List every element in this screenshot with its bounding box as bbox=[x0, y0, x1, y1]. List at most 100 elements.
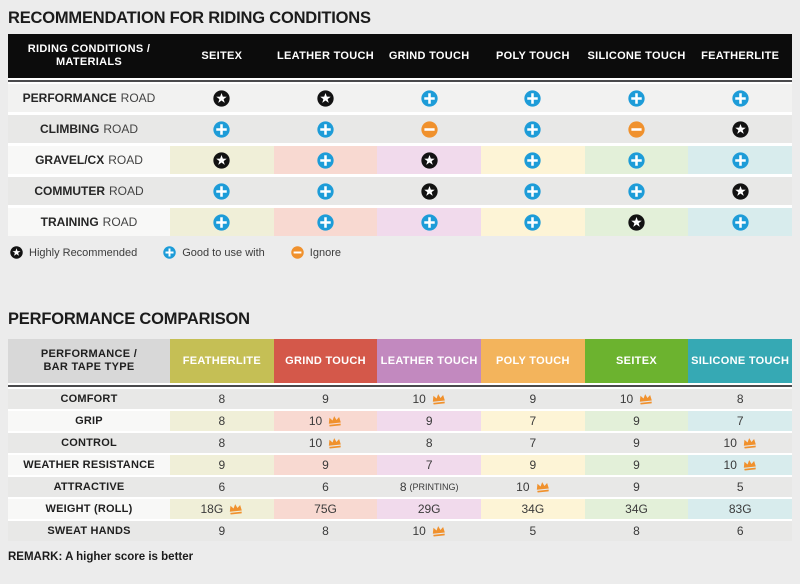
score-value: 5 bbox=[736, 480, 744, 494]
condition-name: TRAINING bbox=[40, 215, 99, 229]
good-to-use-icon bbox=[317, 213, 334, 231]
score-value: 10 bbox=[412, 524, 426, 538]
score-cell: 7 bbox=[377, 455, 482, 475]
score-cell: 8 bbox=[170, 389, 274, 409]
score-cell: 6 bbox=[688, 521, 793, 541]
riding-condition-label: CLIMBING ROAD bbox=[8, 115, 170, 143]
rating-cell bbox=[481, 177, 585, 205]
rating-cell bbox=[273, 84, 378, 112]
table-row: PERFORMANCE ROAD bbox=[8, 84, 793, 112]
table-row: COMMUTER ROAD bbox=[8, 177, 793, 205]
score-cell: 8 bbox=[584, 521, 689, 541]
legend-item: Highly Recommended bbox=[10, 246, 137, 259]
rating-cell bbox=[377, 208, 482, 236]
good-to-use-icon bbox=[732, 151, 749, 169]
good-to-use-icon bbox=[213, 213, 230, 231]
crown-icon bbox=[327, 436, 343, 450]
condition-name: COMMUTER bbox=[34, 184, 105, 198]
performance-comparison-body: COMFORT 8 9 10 9 10 8 GRIP 8 10 9 7 9 7 CONTROL 8 10 8 7 9 1… bbox=[8, 389, 793, 541]
rating-cell bbox=[481, 146, 585, 174]
rating-cell bbox=[377, 115, 482, 143]
score-value: 8 bbox=[322, 524, 329, 538]
score-value: 29G bbox=[417, 502, 441, 516]
good-to-use-icon bbox=[628, 182, 645, 200]
score-value: 8 bbox=[633, 524, 640, 538]
highly-recommended-icon bbox=[421, 182, 438, 200]
highly-recommended-icon bbox=[10, 246, 23, 259]
header-cell-bar-tape: POLY TOUCH bbox=[481, 339, 585, 383]
rating-cell bbox=[481, 115, 585, 143]
rating-cell bbox=[688, 177, 793, 205]
header-cell-material: FEATHERLITE bbox=[701, 49, 780, 62]
riding-condition-label: COMMUTER ROAD bbox=[8, 177, 170, 205]
crown-icon bbox=[327, 414, 343, 428]
score-cell: 9 bbox=[584, 411, 689, 431]
rating-cell bbox=[688, 208, 793, 236]
score-value: 9 bbox=[322, 392, 329, 406]
table-row: TRAINING ROAD bbox=[8, 208, 793, 236]
performance-comparison-title: PERFORMANCE COMPARISON bbox=[8, 309, 250, 328]
header-cell-bar-tape: SEITEX bbox=[584, 339, 689, 383]
condition-suffix: ROAD bbox=[108, 153, 143, 167]
score-cell: 5 bbox=[688, 477, 793, 497]
score-value: 7 bbox=[425, 458, 433, 472]
score-value: 34G bbox=[521, 502, 545, 516]
header-separator bbox=[8, 383, 792, 389]
rating-cell bbox=[688, 115, 793, 143]
rating-cell bbox=[170, 115, 274, 143]
score-value: 9 bbox=[218, 524, 226, 538]
riding-conditions-header-row: RIDING CONDITIONS / MATERIALS SEITEX LEATHE… bbox=[8, 34, 792, 78]
score-value: 8 bbox=[399, 480, 407, 494]
score-cell: 9 bbox=[584, 477, 689, 497]
score-cell: 7 bbox=[481, 433, 585, 453]
legend-item: Ignore bbox=[291, 246, 341, 259]
highly-recommended-icon bbox=[421, 151, 438, 169]
rating-cell bbox=[170, 208, 274, 236]
score-value: 9 bbox=[633, 458, 640, 472]
header-label-line1: RIDING CONDITIONS / bbox=[27, 43, 151, 55]
score-value: 6 bbox=[736, 524, 744, 538]
score-value: 7 bbox=[529, 414, 537, 428]
score-cell: 8 bbox=[688, 389, 793, 409]
score-cell: 10 bbox=[273, 433, 378, 453]
rating-cell bbox=[688, 146, 793, 174]
good-to-use-icon bbox=[628, 89, 645, 107]
score-value: 34G bbox=[625, 502, 648, 516]
header-separator bbox=[8, 78, 792, 84]
legend-label: Highly Recommended bbox=[29, 246, 138, 259]
good-to-use-icon bbox=[317, 120, 334, 138]
header-cell-bar-tape: FEATHERLITE bbox=[170, 339, 274, 383]
header-cell-materials: RIDING CONDITIONS / MATERIALS bbox=[8, 34, 170, 78]
header-cell-bar-tape: SILICONE TOUCH bbox=[688, 339, 793, 383]
good-to-use-icon bbox=[317, 182, 334, 200]
header-cell-material: POLY TOUCH bbox=[495, 49, 570, 62]
score-value: 9 bbox=[633, 480, 640, 494]
performance-header-row: PERFORMANCE / BAR TAPE TYPE FEATHERLITE GRI… bbox=[8, 339, 793, 383]
score-cell: 10 bbox=[688, 433, 793, 453]
score-value: 75G bbox=[314, 502, 337, 516]
condition-name: PERFORMANCE bbox=[22, 91, 117, 105]
rating-cell bbox=[377, 177, 482, 205]
riding-conditions-table: RIDING CONDITIONS / MATERIALS SEITEX LEATHE… bbox=[8, 34, 793, 236]
score-cell: 34G bbox=[584, 499, 689, 519]
condition-suffix: ROAD bbox=[109, 184, 144, 198]
good-to-use-icon bbox=[317, 151, 334, 169]
score-cell: 10 bbox=[688, 455, 793, 475]
highly-recommended-icon bbox=[732, 120, 749, 138]
score-value: 9 bbox=[529, 458, 537, 472]
crown-icon bbox=[741, 436, 757, 450]
table-row: COMFORT 8 9 10 9 10 8 bbox=[8, 389, 793, 409]
crown-icon bbox=[741, 458, 757, 472]
table-row: CONTROL 8 10 8 7 9 10 bbox=[8, 433, 793, 453]
rating-cell bbox=[273, 146, 378, 174]
highly-recommended-icon bbox=[732, 182, 749, 200]
score-cell: 6 bbox=[170, 477, 274, 497]
riding-condition-label: PERFORMANCE ROAD bbox=[8, 84, 170, 112]
score-cell: 9 bbox=[377, 411, 482, 431]
ignore-icon bbox=[421, 120, 438, 138]
condition-suffix: ROAD bbox=[102, 215, 138, 229]
metric-label: GRIP bbox=[8, 411, 170, 431]
score-value: 8 bbox=[425, 436, 433, 450]
rating-cell bbox=[584, 115, 689, 143]
score-value: 9 bbox=[322, 458, 329, 472]
